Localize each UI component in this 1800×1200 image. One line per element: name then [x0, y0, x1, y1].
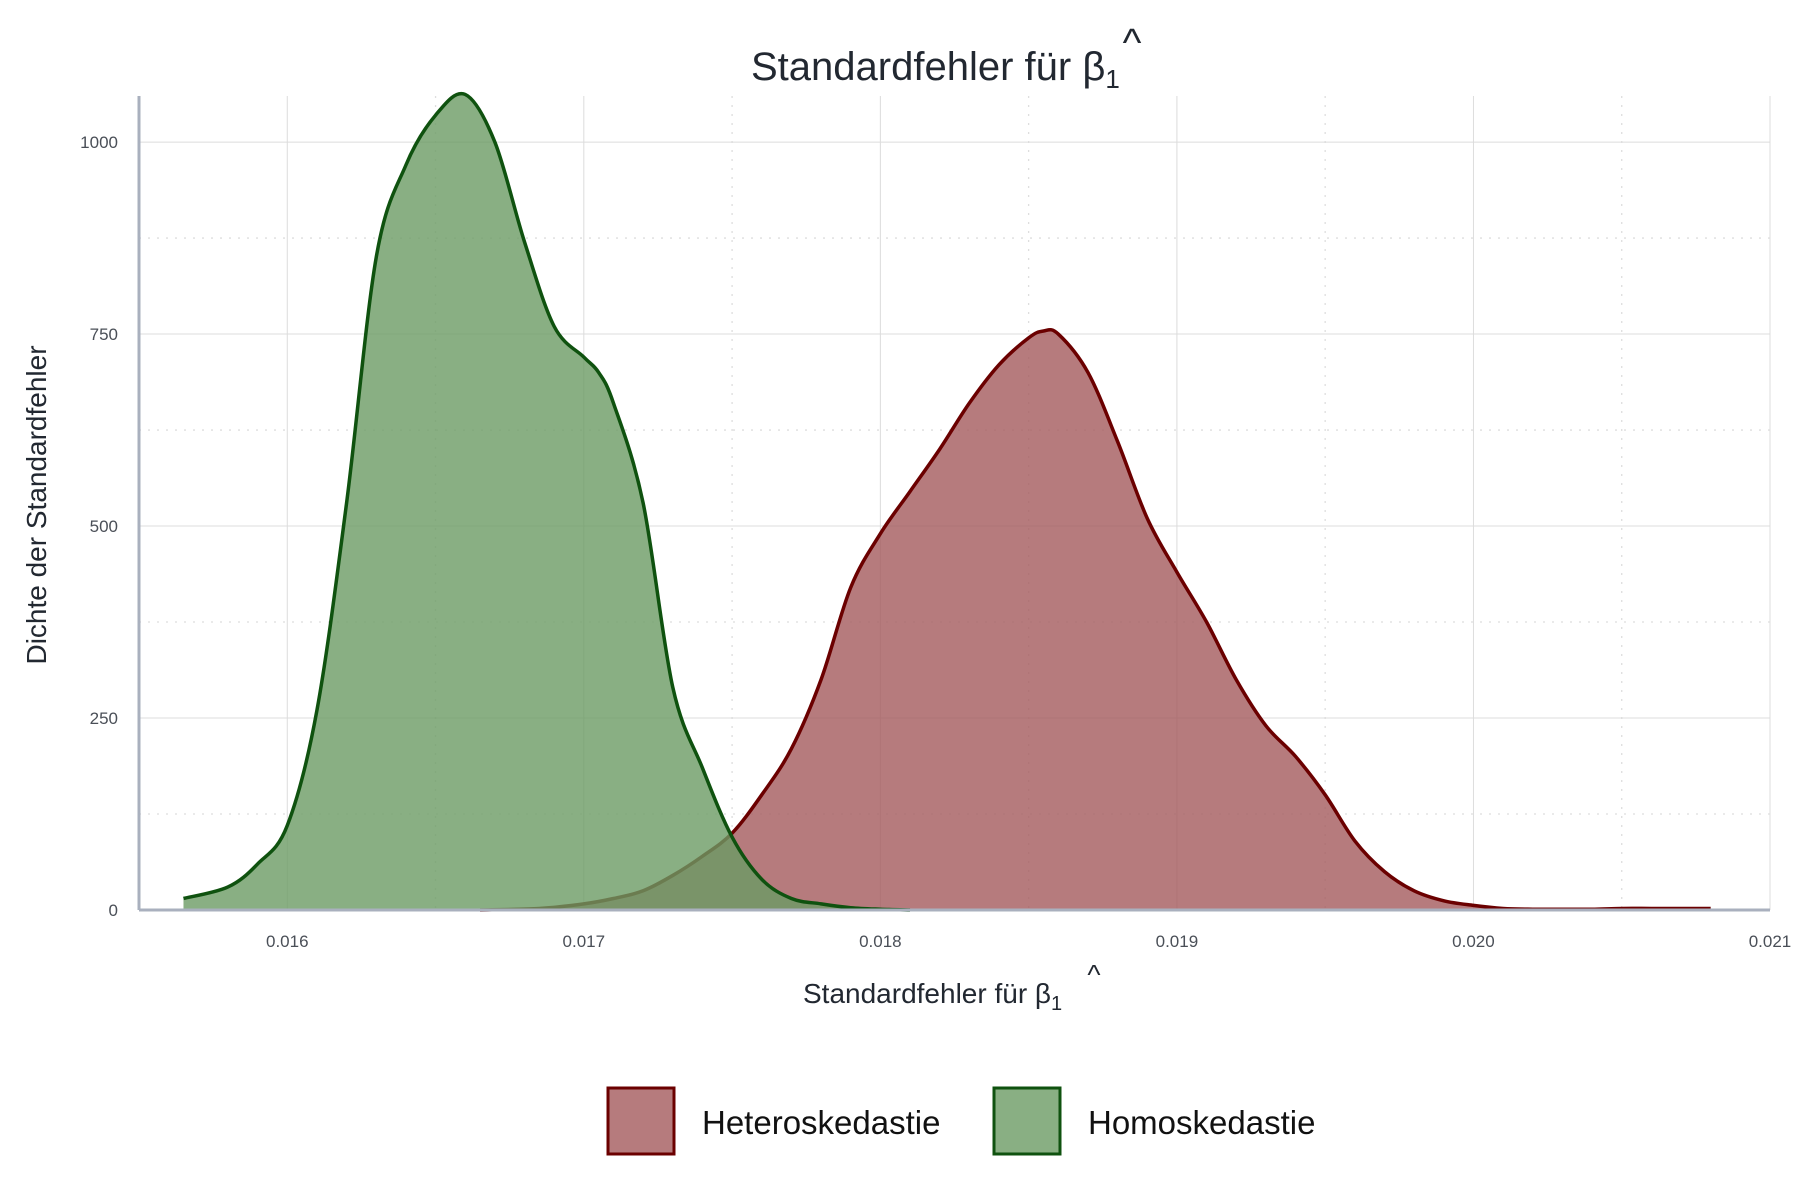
x-tick-label: 0.020	[1452, 932, 1495, 951]
chart-title-symbol: β	[1082, 45, 1105, 89]
x-tick-label: 0.016	[266, 932, 309, 951]
svg-text:Standardfehler für β1: Standardfehler für β1	[803, 978, 1062, 1015]
x-axis-title-hat: ^	[1087, 959, 1100, 990]
y-axis-title: Dichte der Standardfehler	[21, 345, 52, 664]
chart-title: Standardfehler für β1 ^	[751, 21, 1142, 94]
y-tick-label: 1000	[80, 133, 118, 152]
x-axis-title-text: Standardfehler für	[803, 978, 1035, 1009]
legend-key-homoskedastie	[992, 1086, 1062, 1156]
chart-title-subscript: 1	[1105, 64, 1119, 94]
x-axis-title-symbol: β	[1035, 978, 1051, 1009]
legend-label-homoskedastie: Homoskedastie	[1088, 1104, 1315, 1141]
chart-title-text: Standardfehler für	[751, 45, 1082, 89]
density-area-homoskedastie	[183, 93, 911, 911]
chart-title-hat: ^	[1123, 21, 1142, 65]
svg-text:Standardfehler für β1: Standardfehler für β1	[751, 45, 1120, 94]
legend-label-heteroskedastie: Heteroskedastie	[702, 1104, 940, 1141]
legend: Heteroskedastie Homoskedastie	[606, 1086, 1315, 1156]
y-tick-label: 0	[109, 901, 118, 920]
x-axis-title: Standardfehler für β1 ^	[803, 959, 1101, 1015]
legend-key-heteroskedastie	[606, 1086, 676, 1156]
density-areas	[183, 91, 1711, 912]
y-tick-label: 750	[90, 325, 118, 344]
axes	[137, 96, 1770, 912]
x-tick-label: 0.019	[1156, 932, 1199, 951]
x-axis-title-subscript: 1	[1051, 993, 1062, 1015]
x-tick-label: 0.017	[563, 932, 606, 951]
density-line-homoskedastie	[183, 91, 911, 912]
y-tick-label: 500	[90, 517, 118, 536]
x-tick-label: 0.018	[859, 932, 902, 951]
y-tick-label: 250	[90, 709, 118, 728]
y-tick-labels: 0 250 500 750 1000	[80, 133, 118, 920]
x-tick-labels: 0.016 0.017 0.018 0.019 0.020 0.021	[266, 932, 1791, 951]
density-area-heteroskedastie	[480, 329, 1711, 910]
x-tick-label: 0.021	[1749, 932, 1792, 951]
